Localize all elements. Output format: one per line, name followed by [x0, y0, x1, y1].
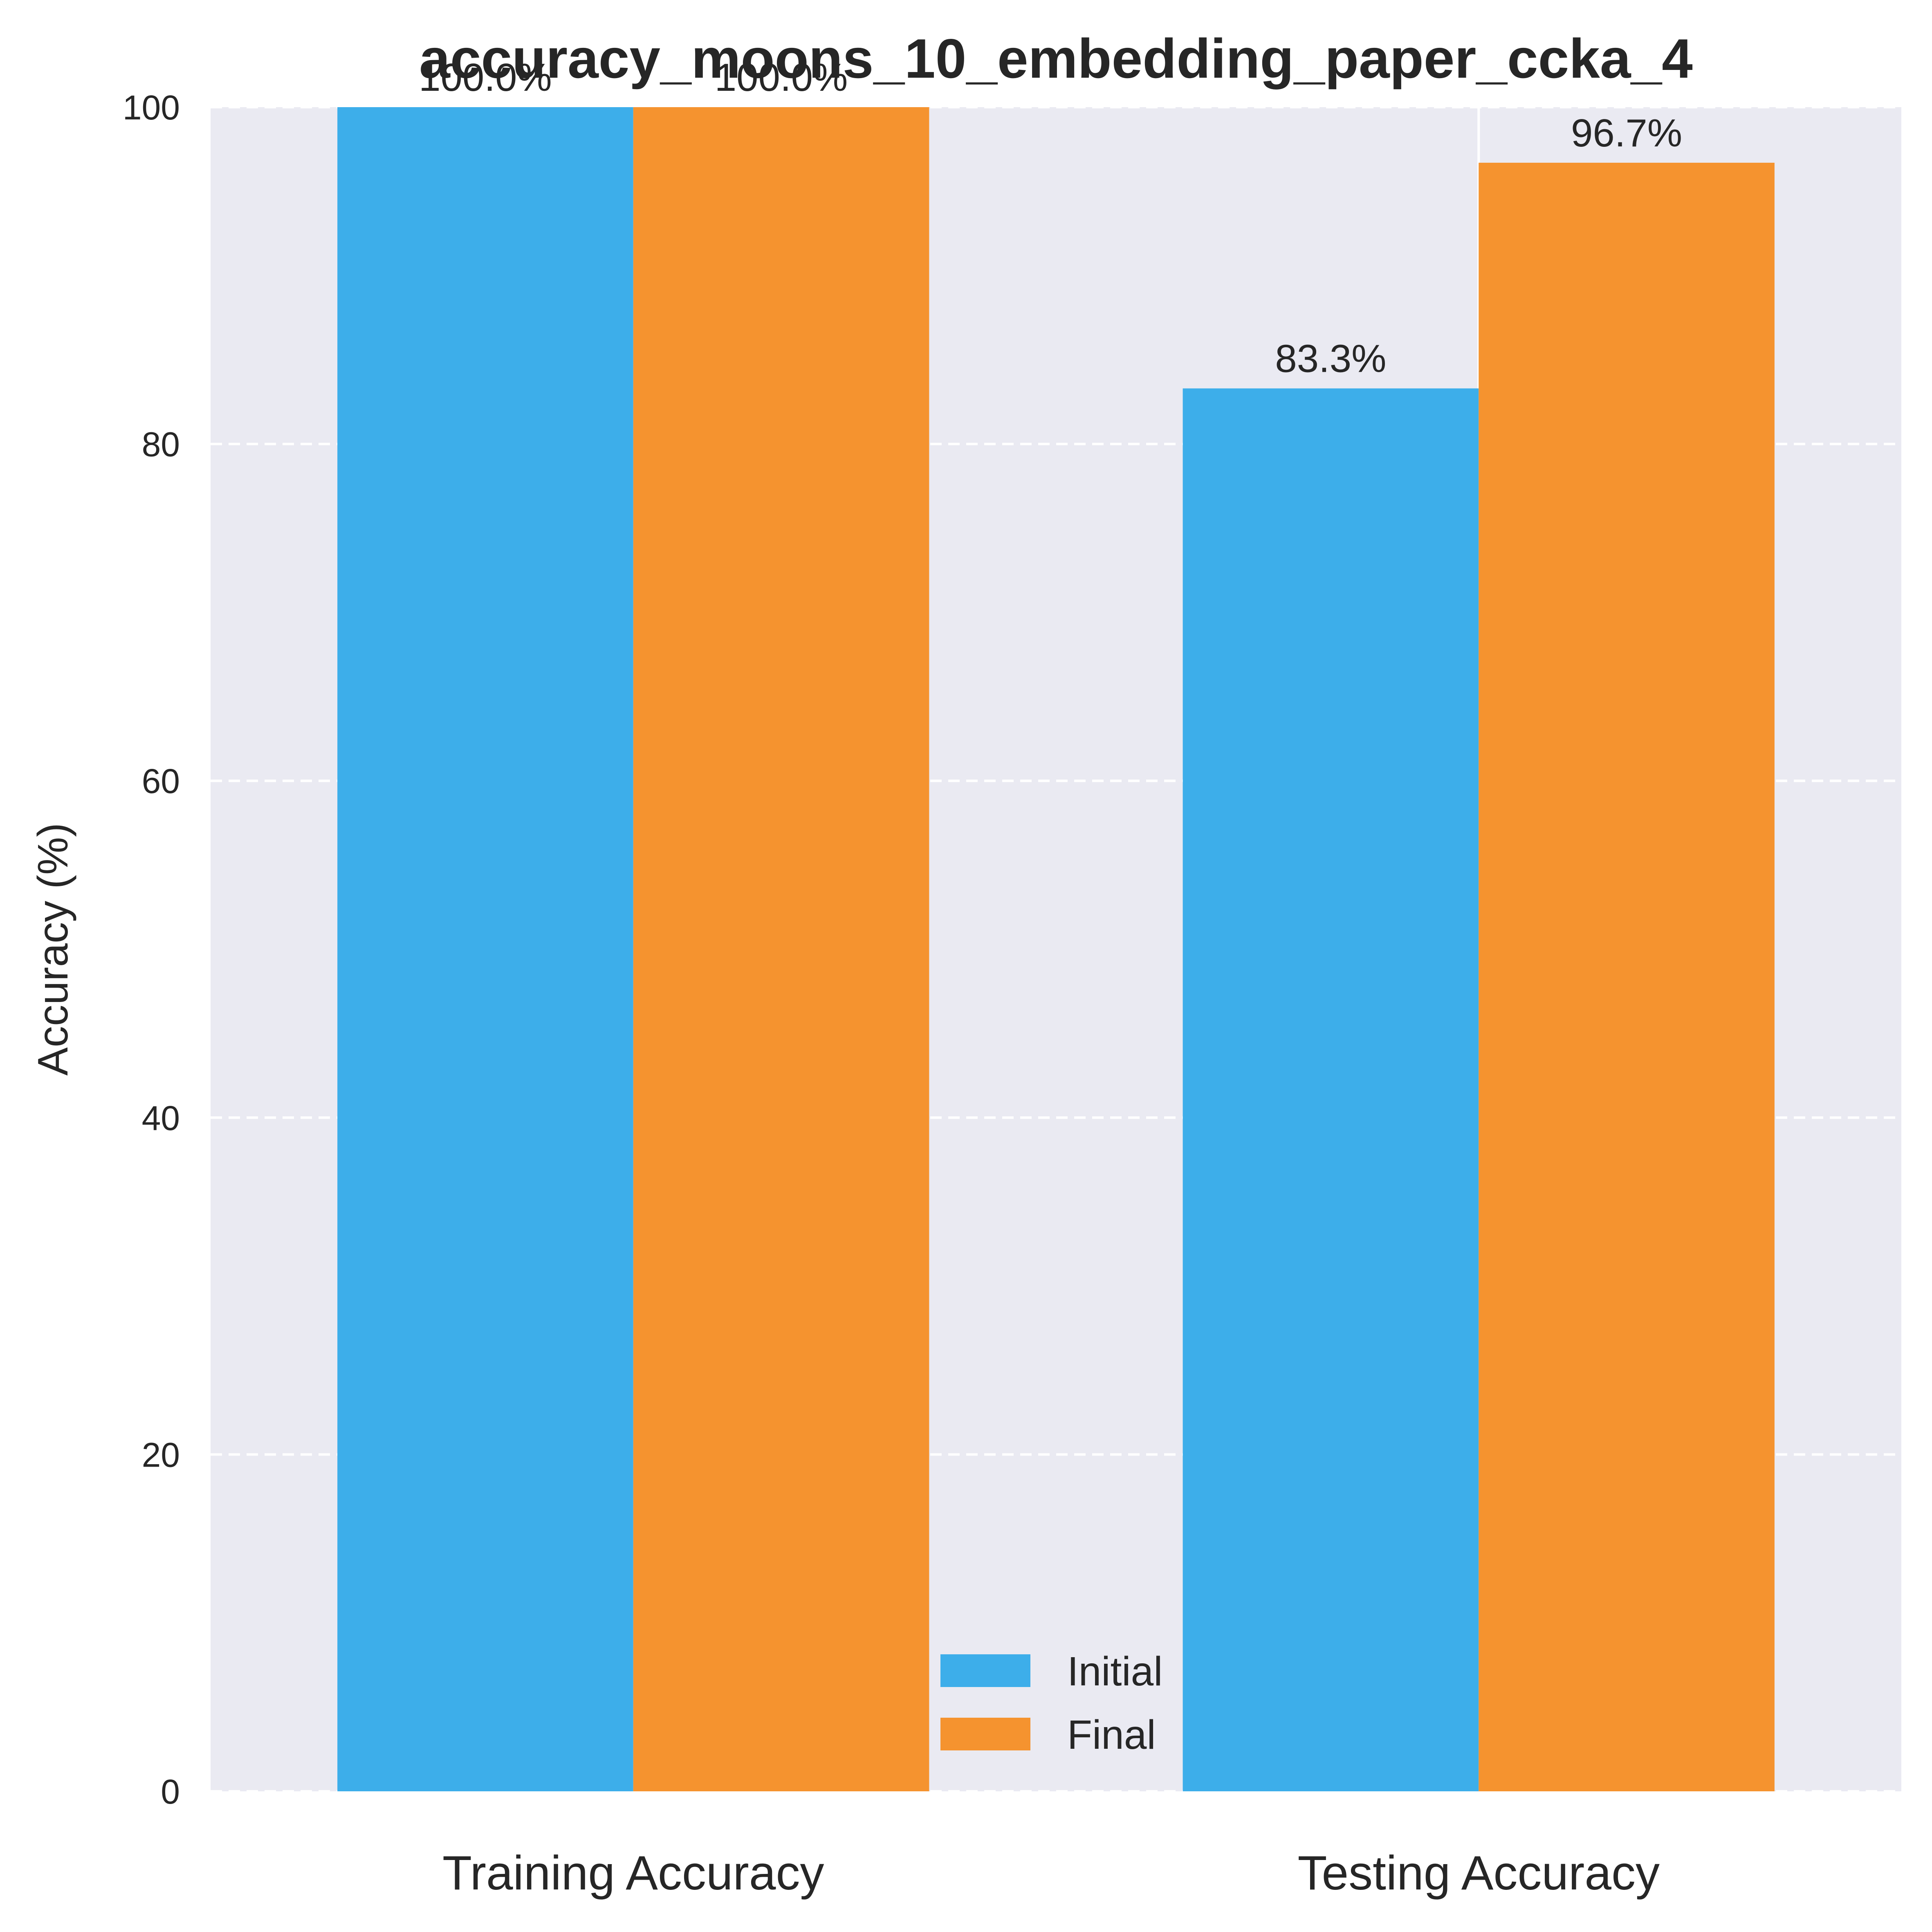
bars — [337, 107, 1775, 1791]
legend-swatch-initial — [940, 1654, 1030, 1687]
x-tick-label: Testing Accuracy — [1298, 1846, 1660, 1900]
data-label: 83.3% — [1275, 337, 1386, 381]
x-tick-label: Training Accuracy — [442, 1846, 824, 1900]
y-tick-label: 20 — [142, 1436, 180, 1474]
bar-final-1 — [1479, 162, 1775, 1791]
legend-label-initial: Initial — [1067, 1649, 1162, 1694]
y-tick-label: 40 — [142, 1099, 180, 1137]
bar-final-0 — [633, 107, 929, 1791]
data-label: 96.7% — [1571, 111, 1682, 155]
legend-swatch-final — [940, 1718, 1030, 1750]
legend: Initial Final — [940, 1649, 1162, 1758]
y-tick-label: 60 — [142, 762, 180, 800]
data-labels: 100.0% 83.3% 100.0% 96.7% — [419, 56, 1682, 381]
chart-title: accuracy_moons_10_embedding_paper_ccka_4 — [419, 27, 1693, 90]
bar-initial-0 — [337, 107, 633, 1791]
bar-initial-1 — [1183, 388, 1479, 1791]
y-tick-label: 0 — [161, 1772, 180, 1811]
data-label: 100.0% — [419, 56, 552, 99]
y-axis-ticks: 0 20 40 60 80 100 — [123, 88, 180, 1811]
y-axis-label: Accuracy (%) — [29, 823, 77, 1076]
legend-label-final: Final — [1067, 1712, 1156, 1758]
y-tick-label: 100 — [123, 88, 180, 127]
x-axis-ticks: Training Accuracy Testing Accuracy — [442, 1846, 1660, 1900]
data-label: 100.0% — [715, 56, 848, 99]
y-tick-label: 80 — [142, 425, 180, 464]
